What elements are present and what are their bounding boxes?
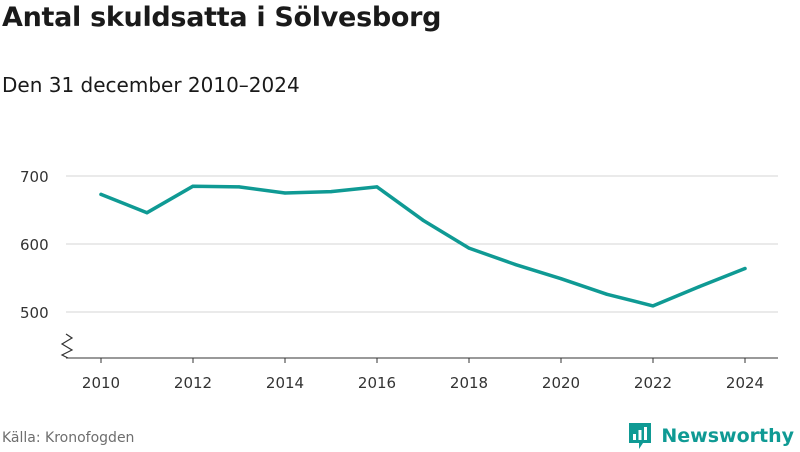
series-line <box>99 184 747 308</box>
data-point <box>99 192 103 196</box>
data-point <box>191 184 195 188</box>
x-tick-label: 2012 <box>174 374 212 392</box>
x-tick-label: 2018 <box>450 374 488 392</box>
data-point <box>605 292 609 296</box>
x-tick-label: 2014 <box>266 374 304 392</box>
x-axis <box>60 333 778 359</box>
y-axis-break-icon <box>60 333 74 359</box>
gridlines <box>66 175 778 313</box>
x-tick-label: 2020 <box>542 374 580 392</box>
data-point <box>329 190 333 194</box>
data-point <box>375 185 379 189</box>
data-point <box>513 262 517 266</box>
data-point <box>697 285 701 289</box>
data-point <box>237 185 241 189</box>
brand-name: Newsworthy <box>661 425 794 447</box>
x-tick-label: 2024 <box>726 374 764 392</box>
chart-title: Antal skuldsatta i Sölvesborg <box>2 2 442 33</box>
x-tick-label: 2016 <box>358 374 396 392</box>
chart-subtitle: Den 31 december 2010–2024 <box>2 73 300 97</box>
data-point <box>145 211 149 215</box>
data-point <box>283 191 287 195</box>
source-note: Källa: Kronofogden <box>2 430 135 446</box>
y-tick-label: 700 <box>20 168 49 186</box>
brand-logo: Newsworthy <box>627 420 794 452</box>
data-point <box>421 218 425 222</box>
x-axis-ticks: 2010 2012 2014 2016 2018 2020 2022 2024 <box>82 358 764 392</box>
y-tick-label: 600 <box>20 236 49 254</box>
series-layer <box>99 184 747 308</box>
data-point <box>467 246 471 250</box>
newsworthy-logo-icon <box>629 423 652 449</box>
y-axis-ticks: 500 600 700 <box>20 168 49 322</box>
data-point <box>559 277 563 281</box>
x-tick-label: 2022 <box>634 374 672 392</box>
data-point <box>743 266 747 271</box>
y-tick-label: 500 <box>20 304 49 322</box>
data-point <box>651 304 655 308</box>
x-tick-label: 2010 <box>82 374 120 392</box>
